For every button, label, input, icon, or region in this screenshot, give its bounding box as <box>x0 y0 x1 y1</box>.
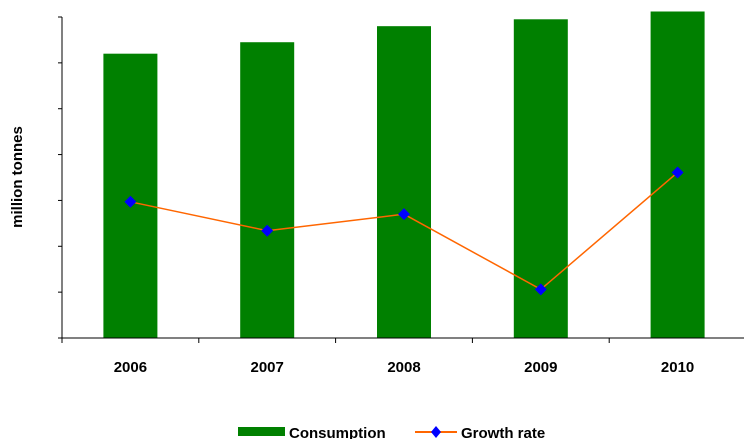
growth-rate-point-2008 <box>398 208 410 221</box>
growth-rate-point-2010 <box>671 166 684 179</box>
bar-2008 <box>377 26 431 339</box>
legend-swatch-consumption <box>238 427 285 436</box>
bar-2007 <box>240 42 295 338</box>
growth-rate-point-2007 <box>261 224 274 237</box>
legend-label-consumption: Consumption <box>289 425 386 439</box>
legend: Consumption Growth rate <box>238 425 545 439</box>
growth-rate-point-2009 <box>534 283 547 296</box>
growth-line-group <box>124 166 684 296</box>
x-tick-labels: 2006 2007 2008 2009 2010 <box>114 359 695 376</box>
x-tick-label-2009: 2009 <box>524 359 557 376</box>
x-tick-label-2008: 2008 <box>387 359 420 376</box>
axes-group <box>58 16 744 343</box>
x-tick-label-2010: 2010 <box>661 359 694 376</box>
x-tick-label-2007: 2007 <box>251 359 284 376</box>
bar-group <box>103 11 705 339</box>
legend-marker-growth-rate <box>431 426 441 438</box>
legend-label-growth-rate: Growth rate <box>461 425 545 439</box>
growth-rate-point-2006 <box>124 195 137 208</box>
x-tick-label-2006: 2006 <box>114 359 147 376</box>
y-axis-title: million tonnes <box>9 126 26 228</box>
